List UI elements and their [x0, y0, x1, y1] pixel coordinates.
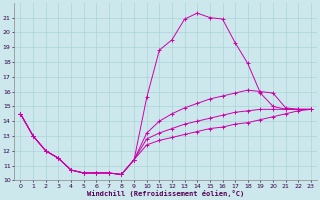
- X-axis label: Windchill (Refroidissement éolien,°C): Windchill (Refroidissement éolien,°C): [87, 190, 244, 197]
